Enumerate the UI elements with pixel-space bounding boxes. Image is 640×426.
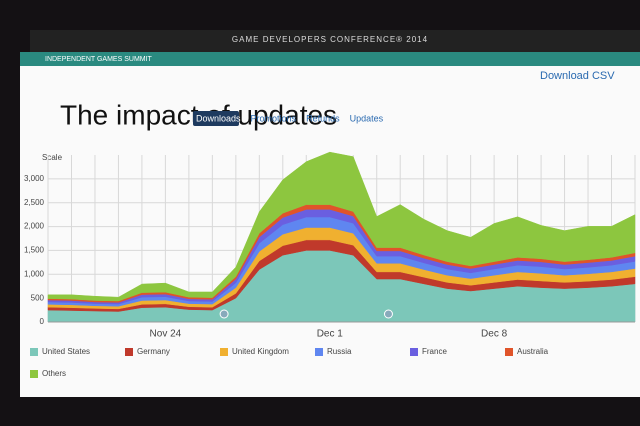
tab[interactable]: Downloads (196, 113, 241, 123)
tab[interactable]: Refunds (306, 113, 340, 123)
legend-swatch (30, 370, 38, 378)
y-tick-label: 0 (40, 317, 45, 326)
legend-label: Russia (327, 347, 352, 356)
x-tick-label: Nov 24 (150, 329, 182, 340)
legend-label: United States (42, 347, 90, 356)
legend-swatch (220, 348, 228, 356)
tab-active (193, 111, 239, 126)
tab[interactable]: Promotions (251, 113, 297, 123)
y-tick-label: 1,000 (24, 269, 45, 278)
y-tick-label: 3,000 (24, 174, 45, 183)
legend-label: Australia (517, 347, 549, 356)
legend-swatch (30, 348, 38, 356)
x-tick-label: Dec 8 (481, 329, 508, 340)
legend-swatch (315, 348, 323, 356)
area (47, 151, 636, 302)
tab[interactable]: Updates (350, 113, 384, 123)
legend-label: Others (42, 369, 66, 378)
y-tick-label: 500 (31, 293, 45, 302)
x-tick-label: Dec 1 (317, 329, 344, 340)
event: GAME DEVELOPERS CONFERENCE® 2014 (232, 35, 428, 44)
annotation-icon (383, 309, 393, 319)
legend-swatch (505, 348, 513, 356)
legend-label: Germany (137, 347, 170, 356)
y-tick-label: 2,000 (24, 222, 45, 231)
annotation-icon (219, 309, 229, 319)
legend-swatch (125, 348, 133, 356)
legend-label: France (422, 347, 447, 356)
summit: INDEPENDENT GAMES SUMMIT (45, 56, 153, 63)
scale-label: Scale (42, 153, 63, 162)
legend-swatch (410, 348, 418, 356)
download-csv[interactable]: Download CSV (540, 70, 615, 82)
y-tick-label: 1,500 (24, 246, 45, 255)
legend-label: United Kingdom (232, 347, 289, 356)
y-tick-label: 2,500 (24, 198, 45, 207)
summit-bar (20, 52, 640, 66)
header-bar (30, 30, 640, 52)
